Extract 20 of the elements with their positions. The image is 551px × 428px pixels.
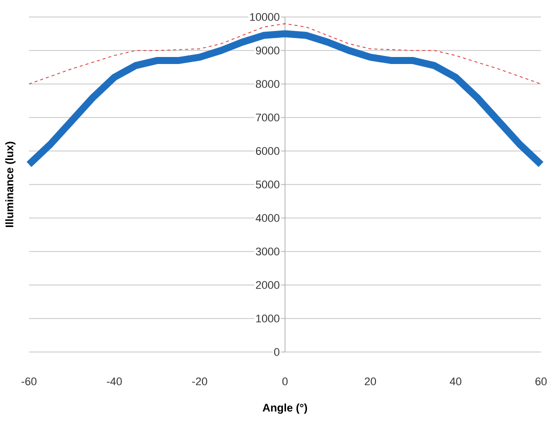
y-tick-label: 5000	[256, 180, 280, 188]
x-tick-label: 0	[282, 378, 288, 386]
y-tick-label: 6000	[256, 147, 280, 155]
y-tick-label: 7000	[256, 114, 280, 122]
y-tick-label: 1000	[256, 314, 280, 322]
x-tick-label: 60	[535, 378, 547, 386]
x-tick-label: -60	[22, 378, 36, 386]
y-tick-label: 4000	[256, 214, 280, 222]
y-tick-label: 8000	[256, 80, 280, 88]
y-tick-label: 2000	[256, 281, 280, 289]
x-tick-label: 40	[450, 378, 462, 386]
y-axis-title: Illuminance (lux)	[5, 142, 16, 227]
y-tick-label: 9000	[256, 46, 280, 54]
x-axis-title: Angle (°)	[262, 404, 308, 414]
y-tick-label: 0	[274, 348, 280, 356]
x-tick-label: 20	[364, 378, 376, 386]
x-tick-label: -20	[192, 378, 208, 386]
y-tick-label: 10000	[250, 13, 280, 21]
y-tick-label: 3000	[256, 248, 280, 256]
x-tick-label: -40	[106, 378, 122, 386]
